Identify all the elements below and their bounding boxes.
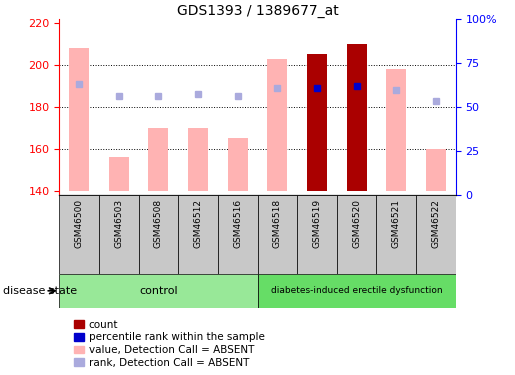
- Text: GSM46520: GSM46520: [352, 199, 361, 248]
- Text: GSM46519: GSM46519: [313, 199, 321, 248]
- Bar: [337, 195, 376, 274]
- Text: GSM46518: GSM46518: [273, 199, 282, 248]
- Bar: [416, 195, 456, 274]
- Bar: [228, 138, 248, 191]
- Bar: [376, 195, 416, 274]
- Bar: [59, 195, 99, 274]
- Legend: count, percentile rank within the sample, value, Detection Call = ABSENT, rank, : count, percentile rank within the sample…: [72, 318, 267, 370]
- Text: disease state: disease state: [3, 286, 77, 296]
- Bar: [386, 69, 406, 191]
- Bar: [59, 274, 258, 308]
- Bar: [139, 195, 178, 274]
- Text: GSM46512: GSM46512: [194, 199, 202, 248]
- Bar: [99, 195, 139, 274]
- Bar: [297, 195, 337, 274]
- Bar: [258, 274, 456, 308]
- Text: GSM46503: GSM46503: [114, 199, 123, 248]
- Title: GDS1393 / 1389677_at: GDS1393 / 1389677_at: [177, 4, 338, 18]
- Text: control: control: [139, 286, 178, 296]
- Bar: [188, 128, 208, 191]
- Bar: [307, 54, 327, 191]
- Text: GSM46500: GSM46500: [75, 199, 83, 248]
- Text: GSM46521: GSM46521: [392, 199, 401, 248]
- Bar: [69, 48, 89, 191]
- Bar: [109, 157, 129, 191]
- Bar: [218, 195, 258, 274]
- Bar: [347, 44, 367, 191]
- Text: diabetes-induced erectile dysfunction: diabetes-induced erectile dysfunction: [271, 286, 442, 295]
- Bar: [148, 128, 168, 191]
- Bar: [258, 195, 297, 274]
- Bar: [178, 195, 218, 274]
- Bar: [267, 58, 287, 191]
- Text: GSM46522: GSM46522: [432, 199, 440, 248]
- Text: GSM46516: GSM46516: [233, 199, 242, 248]
- Text: GSM46508: GSM46508: [154, 199, 163, 248]
- Bar: [426, 149, 446, 191]
